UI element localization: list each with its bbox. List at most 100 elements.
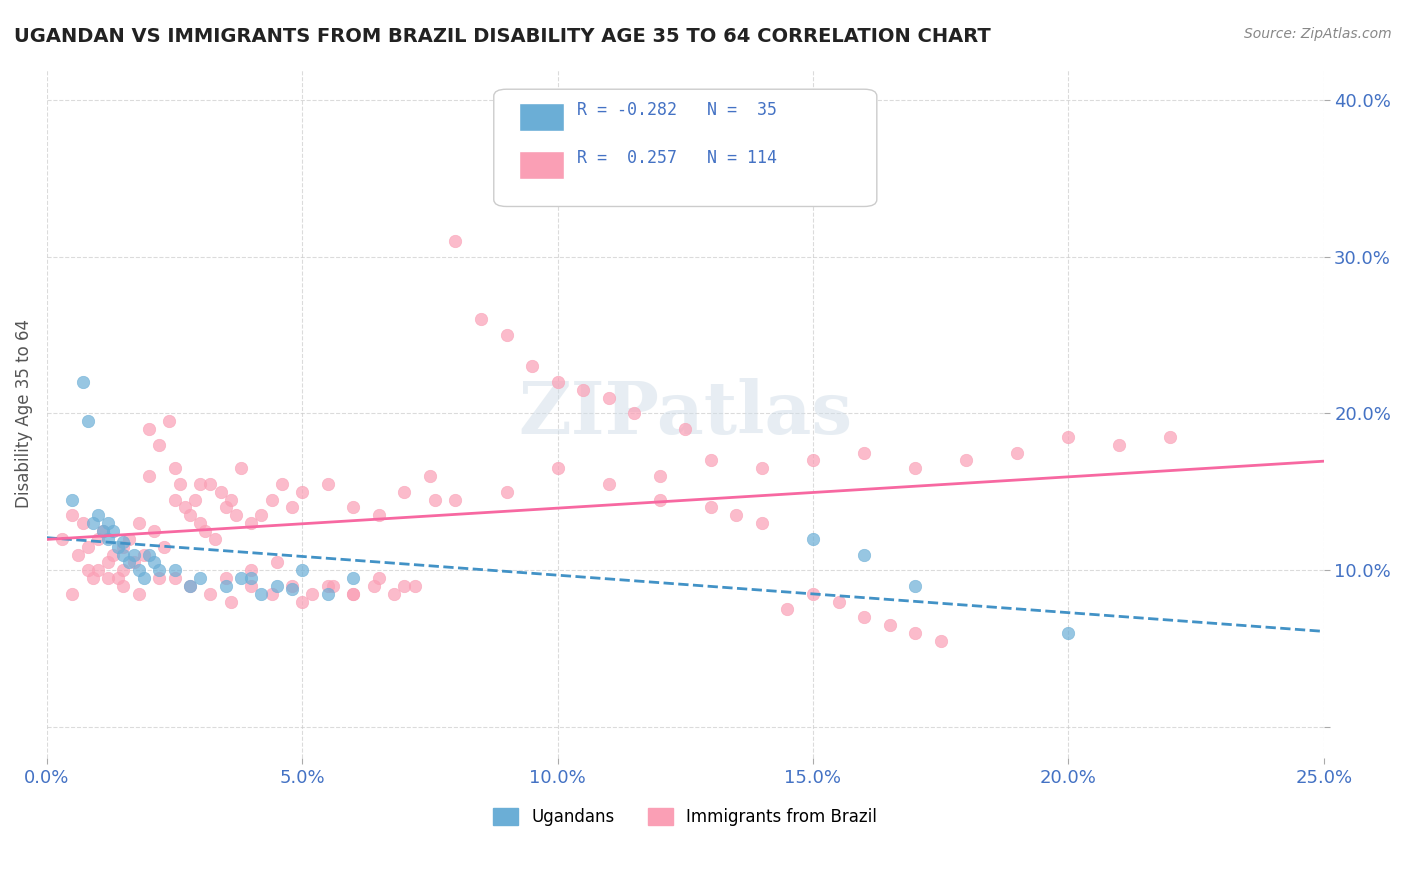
Point [117,532,139,546]
Point [229,571,252,585]
Point [648,492,671,507]
Point [87,532,110,546]
Point [291,484,314,499]
Point [122,548,145,562]
Point [62,508,84,523]
Point [623,406,645,420]
FancyBboxPatch shape [494,89,877,206]
Point [179,508,201,523]
Point [394,579,416,593]
Point [444,492,467,507]
Point [138,548,160,562]
Point [122,555,145,569]
Point [76,414,98,428]
Point [209,484,232,499]
Point [316,579,339,593]
Point [132,571,155,585]
Point [904,579,927,593]
Point [801,453,824,467]
Point [188,477,211,491]
Point [143,555,166,569]
Point [598,477,620,491]
Point [879,618,901,632]
Point [1159,430,1181,444]
Point [173,500,195,515]
Point [194,524,217,538]
Point [444,234,467,248]
Point [598,391,620,405]
Point [163,461,186,475]
Point [214,500,236,515]
Point [82,516,104,530]
Point [240,579,263,593]
Point [62,492,84,507]
Point [700,453,723,467]
Point [200,477,222,491]
Point [143,524,166,538]
Point [1108,438,1130,452]
Point [281,579,304,593]
Point [163,563,186,577]
Point [225,508,247,523]
Point [91,524,114,538]
Point [200,587,222,601]
Point [853,610,876,624]
Point [103,548,125,562]
Point [342,571,364,585]
Point [673,422,696,436]
Point [342,587,364,601]
Point [281,500,304,515]
Point [112,535,135,549]
Point [112,563,135,577]
Point [117,555,139,569]
Point [179,579,201,593]
Point [66,548,89,562]
Point [572,383,595,397]
Point [423,492,446,507]
Point [138,422,160,436]
Point [188,571,211,585]
Point [76,540,98,554]
Point [751,516,773,530]
Point [342,587,364,601]
Point [904,626,927,640]
Point [128,587,150,601]
Point [148,563,170,577]
Point [955,453,977,467]
Point [97,555,120,569]
Point [367,571,389,585]
Point [316,587,339,601]
Point [204,532,226,546]
Point [260,492,283,507]
Point [751,461,773,475]
Point [266,555,288,569]
Point [169,477,191,491]
Point [363,579,385,593]
Point [394,484,416,499]
Point [148,438,170,452]
Point [240,571,263,585]
Point [853,548,876,562]
Point [929,633,952,648]
Point [159,414,181,428]
Point [648,469,671,483]
Point [72,516,94,530]
Point [128,563,150,577]
Text: ZIPatlas: ZIPatlas [519,378,852,449]
Point [322,579,344,593]
Point [260,587,283,601]
Point [547,375,569,389]
Point [1057,626,1080,640]
Point [148,571,170,585]
Point [266,579,288,593]
Legend: Ugandans, Immigrants from Brazil: Ugandans, Immigrants from Brazil [486,801,884,833]
Y-axis label: Disability Age 35 to 64: Disability Age 35 to 64 [15,319,32,508]
Point [270,477,292,491]
Point [520,359,543,374]
Point [382,587,405,601]
Point [184,492,207,507]
Point [250,587,273,601]
Point [301,587,323,601]
Point [419,469,441,483]
Point [51,532,73,546]
